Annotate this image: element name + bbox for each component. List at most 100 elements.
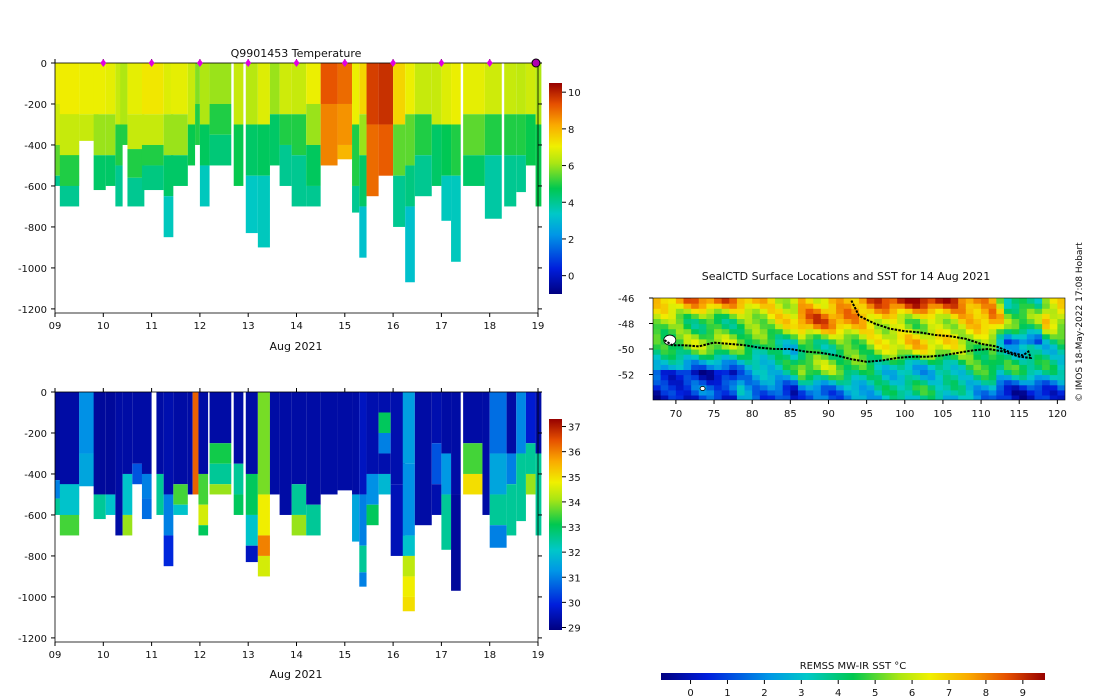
sst-cell <box>668 369 677 376</box>
sst-cell <box>729 379 738 386</box>
profile-band <box>359 392 367 495</box>
sst-cell <box>767 394 776 400</box>
profile-band <box>451 124 461 176</box>
sst-cell <box>996 303 1005 309</box>
profile-band <box>306 504 321 536</box>
sst-cell <box>797 333 807 340</box>
sst-cell <box>1042 394 1051 400</box>
sst-cell <box>973 328 982 335</box>
profile-band <box>173 392 188 485</box>
sst-cell <box>973 379 982 386</box>
x-tick-label: 18 <box>483 650 496 661</box>
sst-cell <box>859 303 868 309</box>
sst-cell <box>752 303 761 309</box>
sst-cell <box>706 364 715 370</box>
profile-band <box>132 463 145 485</box>
sst-cell <box>843 298 852 304</box>
sst-cell <box>904 343 914 350</box>
sst-cell <box>950 374 959 381</box>
sst-cell <box>904 369 914 376</box>
sst-cell <box>813 343 822 350</box>
map-colorbar-tick-label: 0 <box>687 688 693 699</box>
sst-cell <box>714 333 723 340</box>
sst-cell <box>843 338 852 345</box>
sst-cell <box>897 328 906 335</box>
sst-cell <box>1026 313 1036 319</box>
sst-cell <box>790 384 799 391</box>
seal-track <box>663 300 1033 363</box>
sst-cell <box>912 343 921 350</box>
sst-cell <box>950 323 959 330</box>
sst-cell <box>988 369 997 376</box>
sst-cell <box>1003 328 1013 335</box>
colorbar-tick-label: 4 <box>568 198 574 209</box>
sst-cell <box>691 303 700 309</box>
sst-cell <box>950 298 959 304</box>
profile-band <box>535 392 542 454</box>
sst-cell <box>920 359 929 365</box>
sst-cell <box>714 303 723 309</box>
lat-tick-label: -46 <box>618 294 634 305</box>
profile-band <box>359 155 367 207</box>
profile-band <box>209 484 232 495</box>
sst-cell <box>851 308 860 314</box>
sst-cell <box>1057 349 1065 355</box>
sst-cell <box>843 394 852 400</box>
sst-cell <box>698 364 708 370</box>
sst-cell <box>1049 349 1058 355</box>
sst-cell <box>714 374 723 381</box>
sst-cell <box>1049 359 1058 365</box>
sst-cell <box>942 394 952 400</box>
sst-cell <box>1034 374 1043 381</box>
sst-cell <box>904 338 914 345</box>
sst-cell <box>736 354 746 360</box>
profile-band <box>402 555 415 577</box>
sst-cell <box>660 333 669 340</box>
sst-cell <box>1011 328 1020 335</box>
sst-cell <box>775 308 784 314</box>
sst-cell <box>996 313 1005 319</box>
sst-cell <box>1034 298 1043 304</box>
sst-cell <box>897 389 906 396</box>
sst-cell <box>675 323 685 330</box>
lon-tick-label: 95 <box>860 409 873 420</box>
sst-cell <box>813 313 822 319</box>
sst-cell <box>1057 364 1065 370</box>
sst-cell <box>920 303 929 309</box>
sst-cell <box>782 313 791 319</box>
sst-cell <box>965 338 975 345</box>
profile-band <box>393 175 406 227</box>
sst-cell <box>759 349 769 355</box>
sst-cell <box>759 308 769 314</box>
sst-cell <box>736 369 746 376</box>
sst-cell <box>1011 354 1020 360</box>
sst-cell <box>653 389 662 396</box>
sst-cell <box>691 323 700 330</box>
surface-markers <box>100 58 541 68</box>
sst-cell <box>897 384 906 391</box>
sst-cell <box>874 298 883 304</box>
sst-cell <box>775 349 784 355</box>
sst-cell <box>950 328 959 335</box>
sst-cell <box>889 343 898 350</box>
profile-band <box>93 63 106 115</box>
sst-cell <box>866 374 875 381</box>
sst-cell <box>874 389 883 396</box>
sst-cell <box>1026 389 1036 396</box>
profile-band <box>431 63 442 125</box>
sst-cell <box>805 389 814 396</box>
sst-cell <box>1026 308 1036 314</box>
sst-cell <box>714 343 723 350</box>
colorbar-tick-label: 33 <box>568 523 581 534</box>
colorbar-tick-label: 34 <box>568 498 581 509</box>
temperature-title: Q9901453 Temperature <box>231 47 362 60</box>
sst-cell <box>965 328 975 335</box>
profile-band <box>198 473 209 505</box>
profile-band <box>233 392 244 464</box>
sst-cell <box>889 308 898 314</box>
profile-band <box>209 392 232 444</box>
sst-cell <box>950 389 959 396</box>
sst-cell <box>843 328 852 335</box>
sst-cell <box>729 384 738 391</box>
sst-cell <box>950 343 959 350</box>
